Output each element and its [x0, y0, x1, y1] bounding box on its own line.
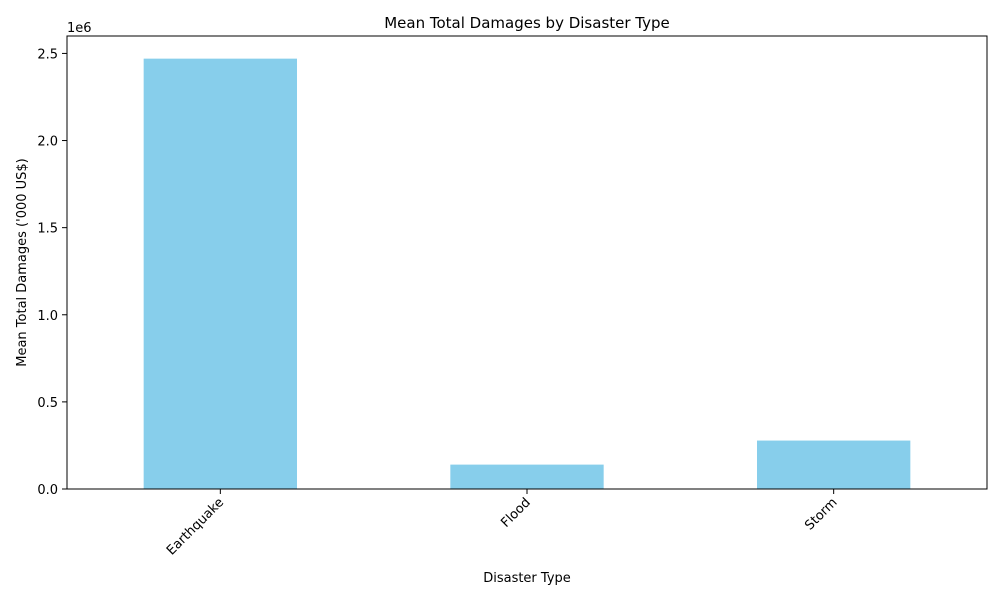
bar-storm — [757, 440, 911, 489]
x-tick-label: Earthquake — [164, 495, 227, 558]
x-axis-label: Disaster Type — [483, 571, 571, 586]
y-tick-label: 0.0 — [37, 483, 58, 498]
x-tick-label: Flood — [498, 495, 534, 531]
bar-earthquake — [143, 58, 297, 490]
y-axis-label: Mean Total Damages ('000 US$) — [15, 158, 30, 367]
x-tick-label: Storm — [802, 495, 840, 533]
y-tick-label: 0.5 — [37, 396, 58, 411]
plot-area-frame — [66, 35, 988, 490]
y-tick-label: 1.0 — [37, 309, 58, 324]
chart-title: Mean Total Damages by Disaster Type — [384, 14, 670, 32]
bars-group — [143, 58, 911, 490]
y-axis-offset-label: 1e6 — [67, 21, 92, 36]
y-tick-label: 1.5 — [37, 222, 58, 237]
bar-flood — [450, 464, 604, 489]
y-tick-label: 2.5 — [37, 47, 58, 62]
y-ticks-group: 0.0 0.5 1.0 1.5 2.0 2.5 — [37, 47, 67, 498]
x-ticks-group: Earthquake Flood Storm — [164, 489, 840, 558]
y-tick-label: 2.0 — [37, 135, 58, 150]
